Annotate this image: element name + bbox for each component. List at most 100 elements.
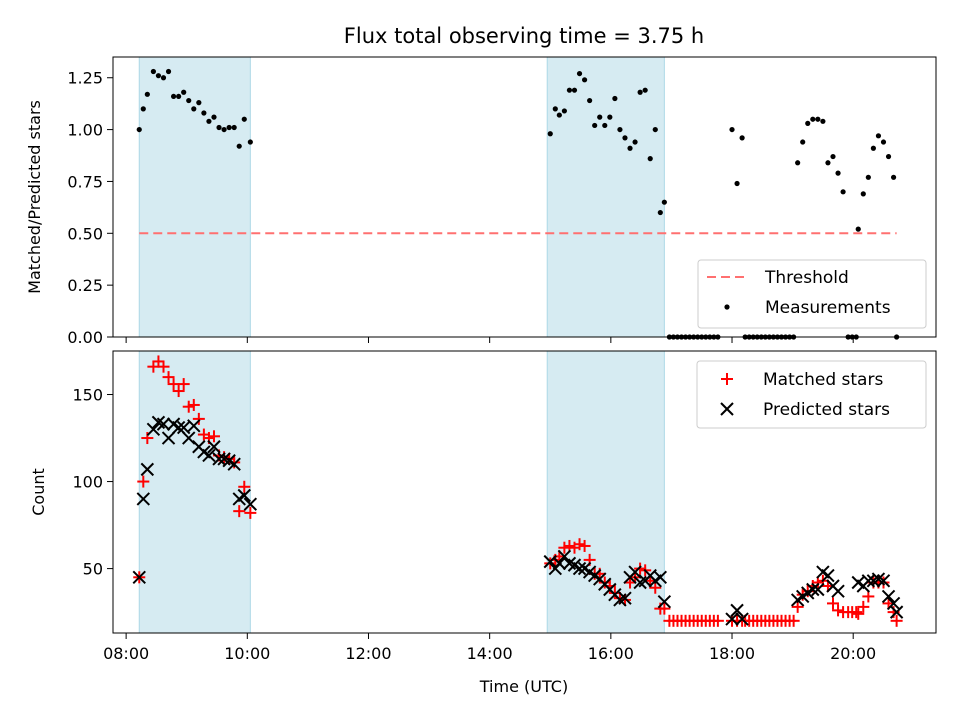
measurement-point (576, 70, 583, 77)
measurement-point (652, 126, 658, 133)
matched-stars-point (182, 400, 195, 413)
predicted-stars-point (811, 582, 825, 597)
measurement-point (231, 124, 237, 131)
matched-stars-point (711, 614, 724, 627)
predicted-stars-point (657, 594, 672, 609)
measurement-point (855, 226, 861, 232)
matched-stars-point (187, 398, 200, 411)
matched-stars-point (890, 614, 903, 627)
measurement-point (587, 97, 593, 104)
matched-stars-point (177, 378, 190, 391)
top-y-tick-label: 0.00 (67, 328, 103, 347)
measurement-point (647, 156, 653, 162)
predicted-stars-point (140, 462, 155, 477)
predicted-stars-point (136, 492, 151, 506)
bottom-panel: 50 100 150 08:00 10:00 12:00 14:00 16:00 18:00 2… (29, 350, 937, 696)
matched-stars-point (147, 360, 160, 373)
legend-predicted-label: Predicted stars (763, 400, 890, 420)
measurement-point (622, 135, 628, 141)
measurement-point (211, 114, 217, 120)
top-panel-frame (112, 56, 937, 338)
measurement-point (155, 73, 162, 79)
x-tick-label: 12:00 (345, 644, 391, 663)
measurement-point (196, 100, 202, 106)
matched-stars-point (244, 506, 257, 519)
measurement-point (815, 116, 821, 122)
measurement-point (566, 87, 573, 93)
legend-predicted-swatch (720, 402, 734, 416)
bottom-legend-box (696, 360, 927, 429)
measurement-point (191, 106, 197, 112)
predicted-stars-point (161, 431, 176, 445)
matched-stars-point (857, 600, 870, 613)
measurement-point (739, 135, 745, 141)
matched-stars-point (152, 355, 165, 368)
bottom-y-axis-label: Count (29, 468, 48, 516)
measurement-point (140, 106, 146, 112)
top-y-tick-label: 0.25 (67, 276, 103, 295)
predicted-stars-point (572, 561, 587, 576)
matched-stars-point (832, 604, 845, 617)
predicted-stars-point (243, 497, 258, 511)
top-panel: 0.00 0.25 0.50 0.75 1.00 1.25 Matched/Predict… (25, 56, 937, 347)
bottom-panel-frame (112, 350, 937, 634)
measurement-point (825, 160, 831, 166)
measurement-point (247, 139, 253, 145)
measurement-point (875, 133, 882, 139)
measurement-point (221, 126, 227, 133)
measurement-point (607, 114, 613, 120)
top-y-axis-label: Matched/Predicted stars (25, 100, 44, 294)
matched-stars-point (238, 480, 251, 493)
predicted-stars-point (618, 591, 632, 605)
x-tick-label: 16:00 (588, 644, 634, 663)
bottom-legend: Matched stars Predicted stars (696, 360, 927, 429)
measurement-point (556, 112, 562, 118)
measurement-point (206, 118, 212, 124)
measurement-point (805, 120, 811, 126)
matched-stars-point (787, 614, 800, 627)
predicted-stars-point (237, 488, 251, 503)
top-y-tick-label: 1.00 (67, 121, 103, 140)
predicted-stars-point (187, 419, 201, 433)
matched-stars-point (137, 475, 150, 488)
bottom-shaded-interval (138, 350, 251, 634)
x-tick-label: 20:00 (830, 644, 876, 663)
matched-stars-point (558, 541, 571, 554)
measurement-point (820, 118, 826, 124)
measurement-point (186, 97, 192, 104)
measurement-point (150, 68, 156, 75)
bottom-y-tick-label: 150 (72, 386, 103, 405)
top-shaded-interval (138, 56, 251, 338)
measurement-point (637, 89, 643, 95)
matched-stars-point (207, 430, 220, 443)
x-tick-label: 14:00 (467, 644, 513, 663)
measurement-point (840, 189, 846, 195)
measurement-point (734, 180, 740, 187)
top-y-tick-label: 0.75 (67, 172, 103, 191)
measurement-point (236, 143, 242, 149)
measurement-point (144, 91, 150, 97)
measurement-point (571, 87, 578, 93)
x-tick-label: 08:00 (103, 644, 149, 663)
x-axis-label: Time (UTC) (479, 677, 568, 696)
predicted-stars-point (227, 457, 241, 471)
chart-title: Flux total observing time = 3.75 h (344, 24, 704, 48)
measurement-point (136, 126, 142, 133)
measurement-point (181, 89, 187, 95)
legend-threshold-label: Threshold (764, 268, 849, 288)
measurement-point (165, 68, 172, 75)
measurement-point (810, 116, 816, 122)
measurement-point (729, 126, 735, 133)
predicted-stars-point (735, 612, 749, 626)
predicted-stars-point (725, 612, 739, 626)
predicted-stars-point (886, 596, 901, 611)
measurement-point (885, 153, 892, 160)
predicted-stars-point (132, 570, 146, 585)
matched-stars-point (877, 576, 890, 589)
measurement-point (592, 122, 598, 129)
matched-stars-point (157, 360, 170, 373)
bottom-shaded-interval (546, 350, 665, 634)
matched-stars-point (162, 371, 175, 384)
measurement-point (890, 174, 897, 180)
predicted-stars-point (730, 603, 744, 618)
